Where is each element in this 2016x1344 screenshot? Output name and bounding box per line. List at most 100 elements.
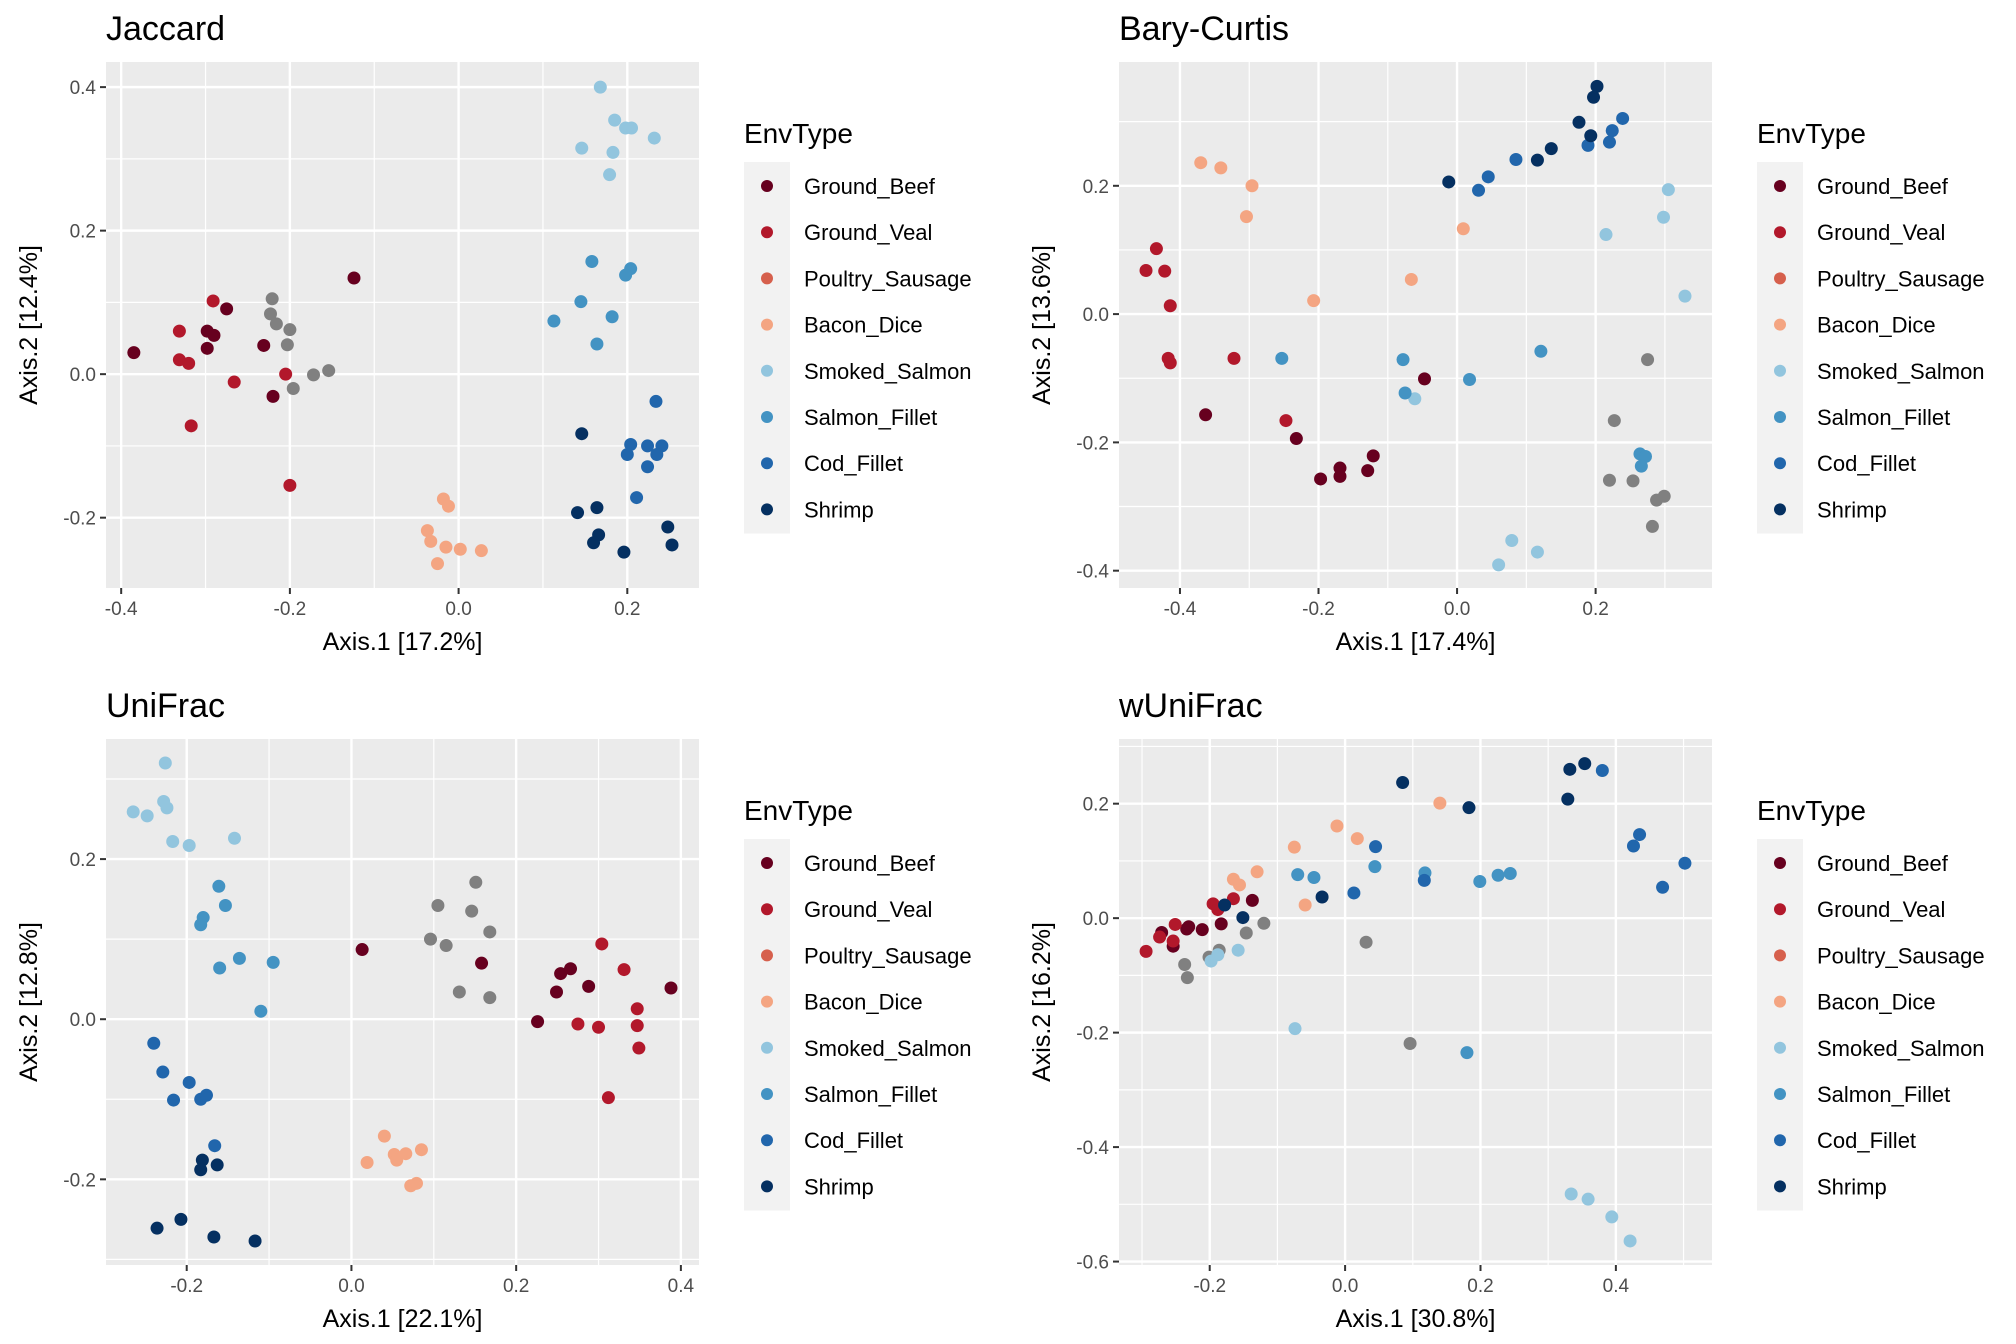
point-ground-veal — [227, 375, 241, 389]
legend: EnvType Ground_Beef Ground_Veal Poultry_Sau… — [744, 118, 972, 534]
point-cod-fillet — [1616, 111, 1630, 125]
point-salmon-fillet — [574, 295, 588, 309]
legend: EnvType Ground_Beef Ground_Veal Poultry_Sau… — [744, 795, 972, 1211]
point-na — [439, 939, 453, 953]
point-ground-veal — [1163, 299, 1177, 313]
point-bacon-dice — [453, 542, 467, 556]
legend-label: Ground_Beef — [1817, 174, 1949, 199]
legend-key-bacon-dice — [1774, 318, 1786, 331]
legend: EnvType Ground_Beef Ground_Veal Poultry_Sau… — [1757, 118, 1985, 534]
legend-key-cod-fillet — [1774, 1134, 1786, 1147]
point-shrimp — [1462, 801, 1476, 815]
legend-label: Shrimp — [804, 1174, 874, 1199]
x-tick-label: 0.0 — [1444, 599, 1470, 620]
point-bacon-dice — [360, 1156, 374, 1170]
point-shrimp — [248, 1234, 262, 1248]
y-axis-title: Axis.2 [13.6%] — [1028, 245, 1056, 405]
panel-bary-curtis: Bary-Curtis -0.4 -0.2 0.0 0.2 -0.4 -0.2 0.0 0.2 A… — [1028, 10, 1985, 656]
point-shrimp — [1315, 890, 1329, 904]
point-salmon-fillet — [1634, 459, 1648, 473]
y-tick-label: 0.0 — [70, 365, 96, 386]
point-smoked-salmon — [625, 121, 639, 135]
plot-background — [1119, 739, 1712, 1265]
point-shrimp — [1218, 898, 1232, 912]
point-cod-fillet — [630, 491, 644, 505]
legend-key-bacon-dice — [761, 995, 773, 1008]
legend-key-background — [744, 839, 790, 1211]
point-na — [283, 323, 297, 337]
legend-key-poultry-sausage — [1774, 949, 1786, 962]
point-bacon-dice — [420, 524, 434, 538]
legend-key-shrimp — [1774, 1180, 1786, 1193]
point-salmon-fillet — [585, 254, 599, 268]
point-ground-beef — [554, 967, 568, 981]
legend: EnvType Ground_Beef Ground_Veal Poultry_Sau… — [1757, 795, 1985, 1211]
point-smoked-salmon — [126, 805, 140, 819]
y-tick-label: -0.2 — [1076, 1024, 1109, 1045]
x-tick-label: -0.2 — [1302, 599, 1335, 620]
legend-label: Smoked_Salmon — [804, 1036, 972, 1061]
point-na — [265, 292, 279, 306]
legend-label: Cod_Fillet — [804, 1128, 903, 1153]
legend-key-ground-beef — [1774, 180, 1786, 192]
point-na — [1257, 916, 1271, 930]
point-salmon-fillet — [619, 268, 633, 282]
legend-label: Ground_Beef — [804, 851, 936, 876]
plot-background — [1119, 62, 1712, 588]
x-tick-label: -0.2 — [1193, 1276, 1226, 1297]
point-ground-veal — [1166, 934, 1180, 948]
point-shrimp — [194, 1163, 208, 1177]
point-shrimp — [665, 538, 679, 552]
point-cod-fillet — [624, 437, 638, 451]
point-ground-beef — [1361, 464, 1375, 478]
point-na — [1239, 926, 1253, 940]
point-ground-veal — [1227, 351, 1241, 365]
legend-label: Ground_Beef — [1817, 851, 1949, 876]
point-cod-fillet — [1509, 153, 1523, 167]
legend-label: Bacon_Dice — [804, 990, 923, 1015]
point-smoked-salmon — [1505, 534, 1519, 548]
point-na — [280, 338, 294, 352]
point-ground-beef — [200, 341, 214, 355]
point-bacon-dice — [424, 534, 438, 548]
point-salmon-fillet — [254, 1004, 268, 1018]
point-bacon-dice — [1456, 222, 1470, 236]
legend-key-background — [744, 162, 790, 534]
point-ground-veal — [571, 1017, 585, 1031]
point-ground-beef — [531, 1015, 545, 1029]
x-tick-label: 0.0 — [445, 599, 471, 620]
point-ground-veal — [1139, 944, 1153, 958]
legend-label: Salmon_Fillet — [804, 1082, 937, 1107]
point-bacon-dice — [1433, 796, 1447, 810]
point-cod-fillet — [1656, 880, 1670, 894]
point-salmon-fillet — [212, 879, 226, 893]
point-salmon-fillet — [1534, 344, 1548, 358]
point-shrimp — [587, 536, 601, 550]
point-ground-veal — [630, 1002, 644, 1016]
point-salmon-fillet — [605, 310, 619, 324]
point-ground-veal — [630, 1019, 644, 1033]
point-salmon-fillet — [1491, 868, 1505, 882]
panel-unifrac: UniFrac -0.2 0.0 0.2 0.4 -0.2 0.0 0.2 Axis.1 [22… — [15, 687, 972, 1333]
point-smoked-salmon — [227, 831, 241, 845]
point-smoked-salmon — [1231, 943, 1245, 957]
legend-key-poultry-sausage — [761, 272, 773, 285]
x-tick-label: -0.2 — [170, 1276, 203, 1297]
legend-label: Ground_Veal — [1817, 897, 1945, 922]
point-smoked-salmon — [1581, 1192, 1595, 1206]
point-shrimp — [1396, 775, 1410, 789]
panel-title: wUniFrac — [1118, 687, 1263, 725]
legend-key-ground-beef — [1774, 857, 1786, 869]
legend-label: Bacon_Dice — [1817, 990, 1936, 1015]
point-shrimp — [1561, 792, 1575, 806]
legend-label: Shrimp — [1817, 497, 1887, 522]
point-ground-veal — [1279, 414, 1293, 428]
point-cod-fillet — [167, 1093, 181, 1107]
y-axis-title: Axis.2 [12.8%] — [15, 922, 43, 1082]
point-ground-beef — [266, 389, 280, 403]
point-cod-fillet — [650, 448, 664, 462]
point-salmon-fillet — [1368, 860, 1382, 874]
point-na — [1641, 353, 1655, 367]
point-salmon-fillet — [590, 337, 604, 351]
point-ground-beef — [1195, 923, 1209, 937]
